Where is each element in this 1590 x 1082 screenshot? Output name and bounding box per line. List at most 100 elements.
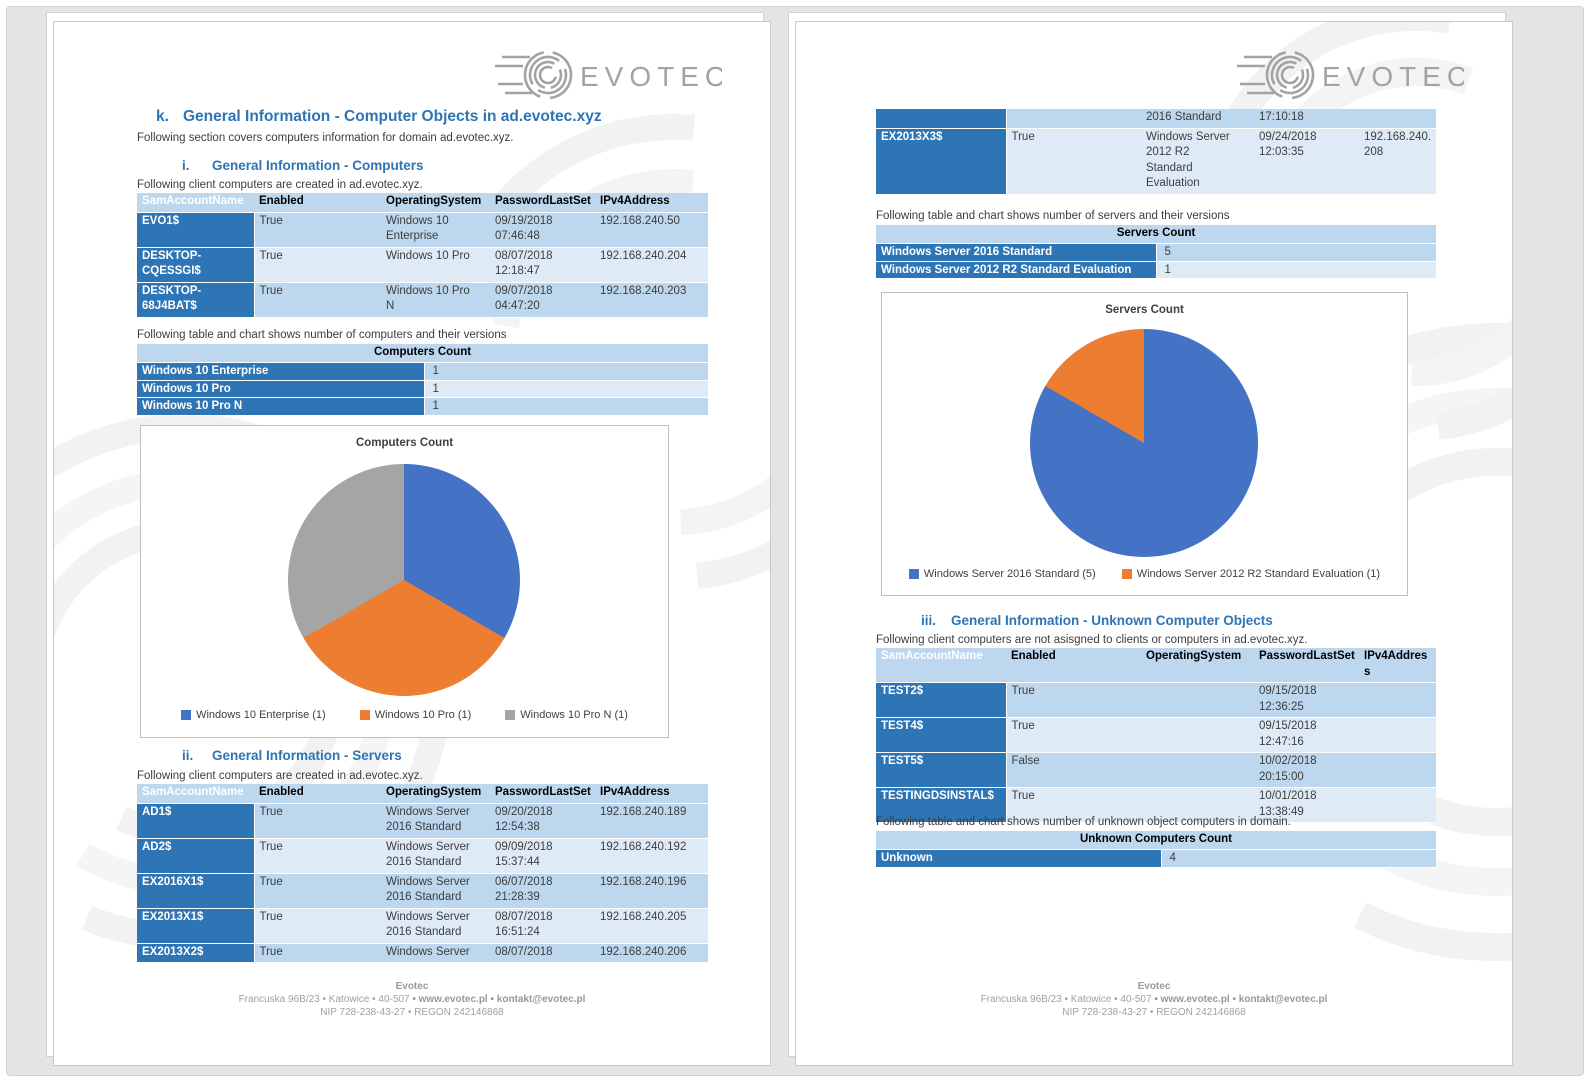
footer-address: Francuska 96B/23 • Katowice • 40-507 • w… xyxy=(796,993,1512,1006)
chart-title: Servers Count xyxy=(1105,304,1184,316)
servers-table: SamAccountName Enabled OperatingSystem Pass… xyxy=(137,784,708,963)
table-cell: True xyxy=(254,247,381,283)
table-row: Windows 10 Pro 1 xyxy=(137,380,708,398)
table-row: Windows Server 2016 Standard 5 xyxy=(876,243,1436,262)
legend-swatch-icon xyxy=(1121,569,1132,579)
table-row: EX2013X1$ True Windows Server 2016 Standar… xyxy=(137,908,708,944)
table-row: TEST2$ True 09/15/2018 12:36:25 xyxy=(876,682,1436,718)
page-2: EVOTEC 2016 Standard 17:10:18 EX2013X3$ Tru… xyxy=(795,21,1513,1066)
column-header: PasswordLastSet xyxy=(1254,648,1359,683)
chart-legend: Windows Server 2016 Standard (5) Windows … xyxy=(882,568,1407,580)
page-1: EVOTEC k. General Information - Computer … xyxy=(53,21,771,1066)
table-row: DESKTOP- CQESSGI$ True Windows 10 Pro 08/07… xyxy=(137,247,708,283)
table-cell: 192.168.240.208 xyxy=(1359,128,1436,195)
heading-text: General Information - Computers xyxy=(212,158,424,173)
table-body: EVO1$ True Windows 10 Enterprise 09/19/2018… xyxy=(137,212,708,318)
heading-number: k. xyxy=(156,108,169,125)
table-cell: True xyxy=(1006,682,1141,718)
legend-swatch-icon xyxy=(908,569,919,579)
table-cell: Windows 10 Enterprise xyxy=(137,362,425,381)
table-cell: Windows 10 Pro xyxy=(381,247,490,283)
heading-text: General Information - Servers xyxy=(212,748,402,763)
legend-swatch-icon xyxy=(505,710,516,720)
footer-company: Evotec xyxy=(1137,981,1171,992)
table-cell: TEST4$ xyxy=(876,717,1007,753)
column-header: IPv4Address xyxy=(595,193,708,213)
table-cell: Windows Server 2012 R2 Standard Evaluati… xyxy=(876,261,1157,279)
unknown-intro: Following client computers are not asisg… xyxy=(876,634,1308,646)
table-cell xyxy=(1141,752,1254,788)
column-header: OperatingSystem xyxy=(381,784,490,804)
column-header: SamAccountName xyxy=(876,648,1006,683)
footer-registration: NIP 728-238-43-27 • REGON 242146868 xyxy=(320,1007,504,1018)
table-cell xyxy=(1141,717,1254,753)
subsection-heading-unknown: iii. General Information - Unknown Comput… xyxy=(876,613,1466,628)
table-cell xyxy=(1359,682,1436,718)
table-cell: True xyxy=(1006,787,1141,823)
table-row: EX2016X1$ True Windows Server 2016 Standar… xyxy=(137,873,708,909)
footer-company: Evotec xyxy=(395,981,429,992)
table-cell: Windows Server 2016 Standard xyxy=(381,908,490,944)
table-cell: 192.168.240.206 xyxy=(595,943,708,963)
heading-number: iii. xyxy=(921,613,937,628)
table-cell: 1 xyxy=(424,380,708,398)
table-body: Unknown 4 xyxy=(876,849,1436,868)
computers-count-intro: Following table and chart shows number o… xyxy=(137,329,507,341)
servers-intro: Following client computers are created i… xyxy=(137,770,423,782)
table-row: Windows Server 2012 R2 Standard Evaluati… xyxy=(876,261,1436,279)
table-cell: Windows 10 Pro xyxy=(137,380,425,398)
table-cell: Windows 10 Pro N xyxy=(137,397,425,416)
table-cell: 192.168.240.192 xyxy=(595,838,708,874)
table-row: AD1$ True Windows Server 2016 Standard 09/2… xyxy=(137,803,708,839)
column-header: SamAccountName xyxy=(137,784,254,804)
section-intro: Following section covers computers infor… xyxy=(137,132,514,144)
table-cell: 2016 Standard xyxy=(1141,109,1254,129)
table-cell: DESKTOP- CQESSGI$ xyxy=(137,247,255,283)
table-cell xyxy=(1359,752,1436,788)
count-table-title: Servers Count xyxy=(876,225,1436,244)
table-cell: 1 xyxy=(424,397,708,416)
column-header: PasswordLastSet xyxy=(490,784,595,804)
column-header: Enabled xyxy=(254,784,381,804)
column-header: SamAccountName xyxy=(137,193,254,213)
legend-swatch-icon xyxy=(359,710,370,720)
table-cell: 09/15/2018 12:36:25 xyxy=(1254,682,1359,718)
table-cell: 09/07/2018 04:47:20 xyxy=(490,282,595,318)
footer-address-plain: Francuska 96B/23 • Katowice • 40-507 xyxy=(980,994,1152,1005)
table-cell: EX2016X1$ xyxy=(137,873,255,909)
table-cell xyxy=(1006,109,1141,129)
servers-count-intro: Following table and chart shows number o… xyxy=(876,210,1230,222)
table-cell: 09/19/2018 07:46:48 xyxy=(490,212,595,248)
chart-title: Computers Count xyxy=(355,437,454,449)
table-cell: Windows Server 2016 Standard xyxy=(381,838,490,874)
table-cell: Windows Server 2012 R2 Standard Evaluati… xyxy=(1141,128,1254,195)
heading-text: General Information - Unknown Computer O… xyxy=(951,613,1273,628)
table-cell: Windows Server 2016 Standard xyxy=(876,243,1157,262)
heading-number: i. xyxy=(182,158,190,173)
table-cell: True xyxy=(1006,717,1141,753)
legend-label: Windows 10 Enterprise (1) xyxy=(196,709,326,721)
table-cell: 1 xyxy=(424,362,708,381)
column-header: OperatingSystem xyxy=(1141,648,1254,683)
table-cell: Windows Server xyxy=(381,943,490,963)
servers-count-table: Servers Count Windows Server 2016 Standa… xyxy=(876,225,1436,279)
computers-table: SamAccountName Enabled OperatingSystem Pass… xyxy=(137,193,708,318)
table-cell: EX2013X1$ xyxy=(137,908,255,944)
legend-item: Windows 10 Pro N (1) xyxy=(505,709,628,721)
unknown-computers-table: SamAccountName Enabled OperatingSystem Pass… xyxy=(876,648,1436,823)
table-header-row: SamAccountName Enabled OperatingSystem Pass… xyxy=(137,193,708,213)
table-cell xyxy=(1359,109,1436,129)
table-cell: 09/15/2018 12:47:16 xyxy=(1254,717,1359,753)
table-cell: True xyxy=(254,873,381,909)
column-header: OperatingSystem xyxy=(381,193,490,213)
table-cell xyxy=(876,109,1007,129)
servers-count-chart: Servers Count Windows Server 2016 Standa… xyxy=(881,292,1408,596)
table-row: Windows 10 Enterprise 1 xyxy=(137,362,708,381)
section-heading-computer-objects: k. General Information - Computer Objects… xyxy=(137,108,727,126)
evotec-logo-icon: EVOTEC xyxy=(495,50,722,100)
table-cell: True xyxy=(254,908,381,944)
column-header: IPv4Address xyxy=(595,784,708,804)
table-header-row: SamAccountName Enabled OperatingSystem Pass… xyxy=(876,648,1436,683)
